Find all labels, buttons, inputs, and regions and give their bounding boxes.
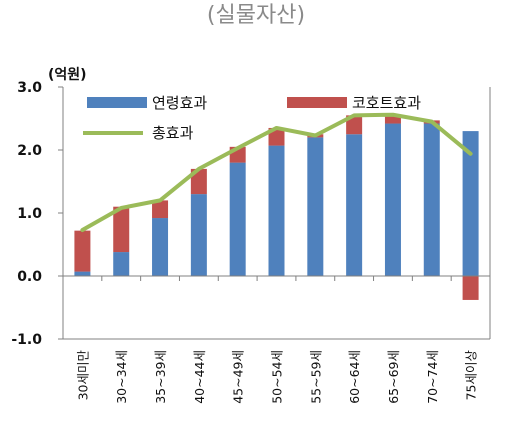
x-axis-ticks: 30세미만 30~34세 35~39세 40~44세 45~49세 50~54세 55~59…: [75, 350, 478, 404]
bar-age-effect: [268, 145, 285, 276]
bar-age-effect: [423, 123, 440, 276]
point-total-effect: [469, 152, 472, 155]
bar-age-effect: [462, 131, 479, 276]
x-tick-label: 30세미만: [75, 350, 90, 401]
x-tick-label: 40~44세: [192, 350, 207, 404]
bar-cohort-effect: [462, 276, 479, 300]
point-total-effect: [275, 126, 278, 130]
legend-label-age-effect: 연령효과: [152, 94, 207, 112]
bar-age-effect: [152, 218, 169, 276]
bar-age-effect: [307, 137, 324, 276]
x-tick-label: 55~59세: [308, 350, 323, 404]
bar-age-effect: [384, 123, 401, 276]
point-total-effect: [236, 146, 239, 150]
chart-title: (실물자산): [207, 3, 305, 28]
x-tick-label: 30~34세: [114, 350, 129, 404]
y-tick-label: 2.0: [17, 143, 42, 159]
x-tick-label: 60~64세: [347, 350, 362, 404]
point-total-effect: [81, 228, 84, 232]
y-tick-label: -1.0: [11, 332, 42, 348]
bar-series: [74, 115, 479, 300]
legend-label-total-effect: 총효과: [152, 124, 194, 142]
bar-age-effect: [74, 271, 91, 276]
y-tick-label: 1.0: [17, 206, 42, 222]
x-tick-label: 75세이상: [464, 350, 479, 401]
bar-age-effect: [346, 134, 363, 276]
bar-cohort-effect: [113, 206, 130, 253]
bar-cohort-effect: [346, 115, 363, 135]
y-axis-ticks: 3.0 2.0 1.0 0.0 -1.0: [11, 80, 63, 348]
bar-cohort-effect: [152, 200, 169, 219]
bar-age-effect: [113, 252, 130, 276]
bar-age-effect: [190, 194, 207, 276]
bar-cohort-effect: [74, 230, 91, 272]
point-total-effect: [391, 113, 395, 116]
y-axis-unit: (억원): [48, 67, 87, 83]
y-tick-label: 3.0: [17, 80, 42, 96]
bar-cohort-effect: [268, 127, 285, 146]
point-total-effect: [197, 167, 201, 171]
legend-label-cohort-effect: 코호트효과: [352, 94, 421, 112]
point-total-effect: [352, 114, 356, 117]
x-tick-label: 50~54세: [270, 350, 285, 404]
legend-swatch-age-effect: [87, 97, 147, 108]
x-tick-label: 65~69세: [386, 350, 401, 404]
axes: [62, 87, 491, 340]
x-tick-label: 70~74세: [425, 350, 440, 404]
x-tick-label: 45~49세: [231, 350, 246, 404]
legend-swatch-cohort-effect: [287, 97, 347, 108]
bar-cohort-effect: [190, 168, 207, 195]
y-tick-label: 0.0: [17, 269, 42, 285]
point-total-effect: [120, 206, 123, 210]
bar-age-effect: [229, 162, 246, 276]
point-total-effect: [430, 120, 433, 123]
total-effect-line: [80, 112, 473, 233]
x-tick-label: 35~39세: [153, 350, 168, 404]
point-total-effect: [314, 134, 317, 137]
bar-cohort-effect: [384, 115, 401, 124]
point-total-effect: [158, 199, 162, 202]
